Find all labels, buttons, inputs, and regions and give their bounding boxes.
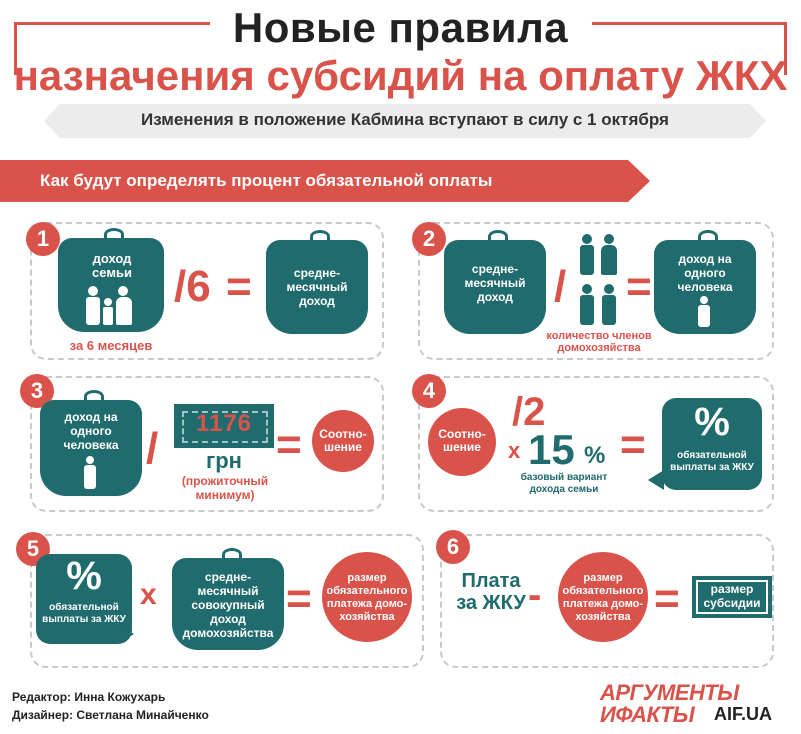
step4-ratio-circle <box>428 408 496 476</box>
step2-purse2-clasp-icon <box>698 230 718 243</box>
step6-minus: - <box>528 573 542 617</box>
subsidy-banknote-icon <box>692 576 772 618</box>
step4-percent: 15 <box>528 426 575 473</box>
step3-equals: = <box>276 420 302 469</box>
family-icon <box>86 286 136 328</box>
step6-panel <box>440 534 774 668</box>
step1-operator: /6 <box>174 262 211 311</box>
step3-panel <box>30 376 384 512</box>
title-bracket-left <box>14 22 217 75</box>
step2-purse-icon <box>444 240 546 334</box>
section-ribbon-text: Как будут определять процент обязательно… <box>40 171 493 190</box>
step3-purse-label: доход на одного человека <box>63 410 119 452</box>
step4-equals: = <box>620 420 646 469</box>
step6-equals: = <box>654 574 680 623</box>
step5-number: 5 <box>16 532 50 566</box>
step1-purse-label: доход семьи <box>92 251 132 280</box>
step6-payment-circle <box>558 552 648 642</box>
section-ribbon <box>0 160 628 202</box>
step3-caption: (прожиточный минимум) <box>181 474 269 502</box>
step3-person-icon <box>84 465 96 489</box>
step6-text: Плата за ЖКУ <box>456 570 526 614</box>
step5-payment-label: размер обязательного платежа домо-хозяйс… <box>326 572 408 623</box>
step4-bubble-tail <box>648 470 664 490</box>
step1-equals: = <box>226 262 252 311</box>
step2-slash: / <box>554 262 567 311</box>
step4-bubble-symbol: % <box>694 400 730 444</box>
banknote-icon <box>174 404 274 448</box>
step1-panel <box>30 222 384 360</box>
step5-purse-label: средне-месячный совокупный доход домохоз… <box>182 570 274 640</box>
step5-bubble <box>36 554 132 644</box>
step1-purse-clasp-icon <box>104 228 124 241</box>
household-icon <box>578 234 628 328</box>
step5-bubble-tail <box>118 624 134 644</box>
step4-caption: базовый вариант дохода семьи <box>520 472 608 495</box>
step4-ratio-label: Соотно-шение <box>438 427 486 454</box>
step3-currency: грн <box>206 448 242 473</box>
step3-ratio-circle <box>312 410 374 472</box>
step3-slash: / <box>146 424 159 473</box>
step4-times: х <box>508 438 521 463</box>
step1-purse2-icon <box>266 240 368 334</box>
step5-bubble-symbol: % <box>66 554 102 598</box>
step4-panel <box>418 376 774 512</box>
step1-caption: за 6 месяцев <box>69 338 153 353</box>
step2-person-icon <box>698 305 710 327</box>
step5-panel <box>30 534 424 668</box>
subtitle: Изменения в положение Кабмина вступают в… <box>141 110 669 129</box>
logo-line2: ИФАКТЫ <box>600 702 695 727</box>
step5-purse-icon <box>172 558 284 650</box>
page-title-line2: назначения субсидий на оплату ЖКХ <box>13 52 788 99</box>
logo-site: AIF.UA <box>714 704 772 724</box>
step5-times: х <box>140 578 157 611</box>
logo-line1: АРГУМЕНТЫ <box>600 680 739 705</box>
step4-bubble-text: обязательной выплаты за ЖКУ <box>670 450 754 473</box>
step3-purse-clasp-icon <box>84 390 104 403</box>
editor-credit: Редактор: Инна Кожухарь <box>12 690 166 704</box>
step1-purse2-label: средне-месячный доход <box>286 266 348 308</box>
designer-credit: Дизайнер: Светлана Минайченко <box>12 708 209 722</box>
step3-ratio-label: Соотно-шение <box>319 427 367 454</box>
step3-amount: 1176 <box>195 410 253 437</box>
step5-purse-clasp-icon <box>222 548 242 561</box>
step2-purse-label: средне-месячный доход <box>464 262 526 304</box>
step4-percent-sign: % <box>584 442 606 469</box>
step4-number: 4 <box>412 374 446 408</box>
step2-purse2-label: доход на одного человека <box>677 252 733 294</box>
step2-caption: количество членов домохозяйства <box>546 330 652 354</box>
step1-purse2-clasp-icon <box>310 230 330 243</box>
step6-payment-label: размер обязательного платежа домо-хозяйс… <box>562 572 644 623</box>
title-bracket-bg <box>210 10 592 50</box>
step2-purse-clasp-icon <box>488 230 508 243</box>
step3-person-head-icon <box>86 456 94 464</box>
step2-number: 2 <box>412 222 446 256</box>
subtitle-bar <box>60 104 750 138</box>
subtitle-arrow-left <box>44 104 60 138</box>
step5-bubble-text: обязательной выплаты за ЖКУ <box>42 602 126 625</box>
step5-equals: = <box>286 574 312 623</box>
step1-number: 1 <box>26 222 60 256</box>
step2-panel <box>418 222 774 360</box>
step4-bubble <box>662 398 762 490</box>
step6-number: 6 <box>436 530 470 564</box>
step2-equals: = <box>626 262 652 311</box>
subtitle-arrow-right <box>750 104 766 138</box>
step4-divide: /2 <box>512 390 546 434</box>
section-ribbon-tip <box>628 160 650 202</box>
page-title-line1: Новые правила <box>232 4 569 51</box>
publisher-logo: АРГУМЕНТЫ ИФАКТЫ AIF.UA <box>600 680 790 730</box>
step6-banknote-label: размер субсидии <box>703 582 761 610</box>
step2-person-head-icon <box>700 296 708 304</box>
step5-payment-circle <box>322 552 412 642</box>
title-bracket-right <box>588 22 787 75</box>
